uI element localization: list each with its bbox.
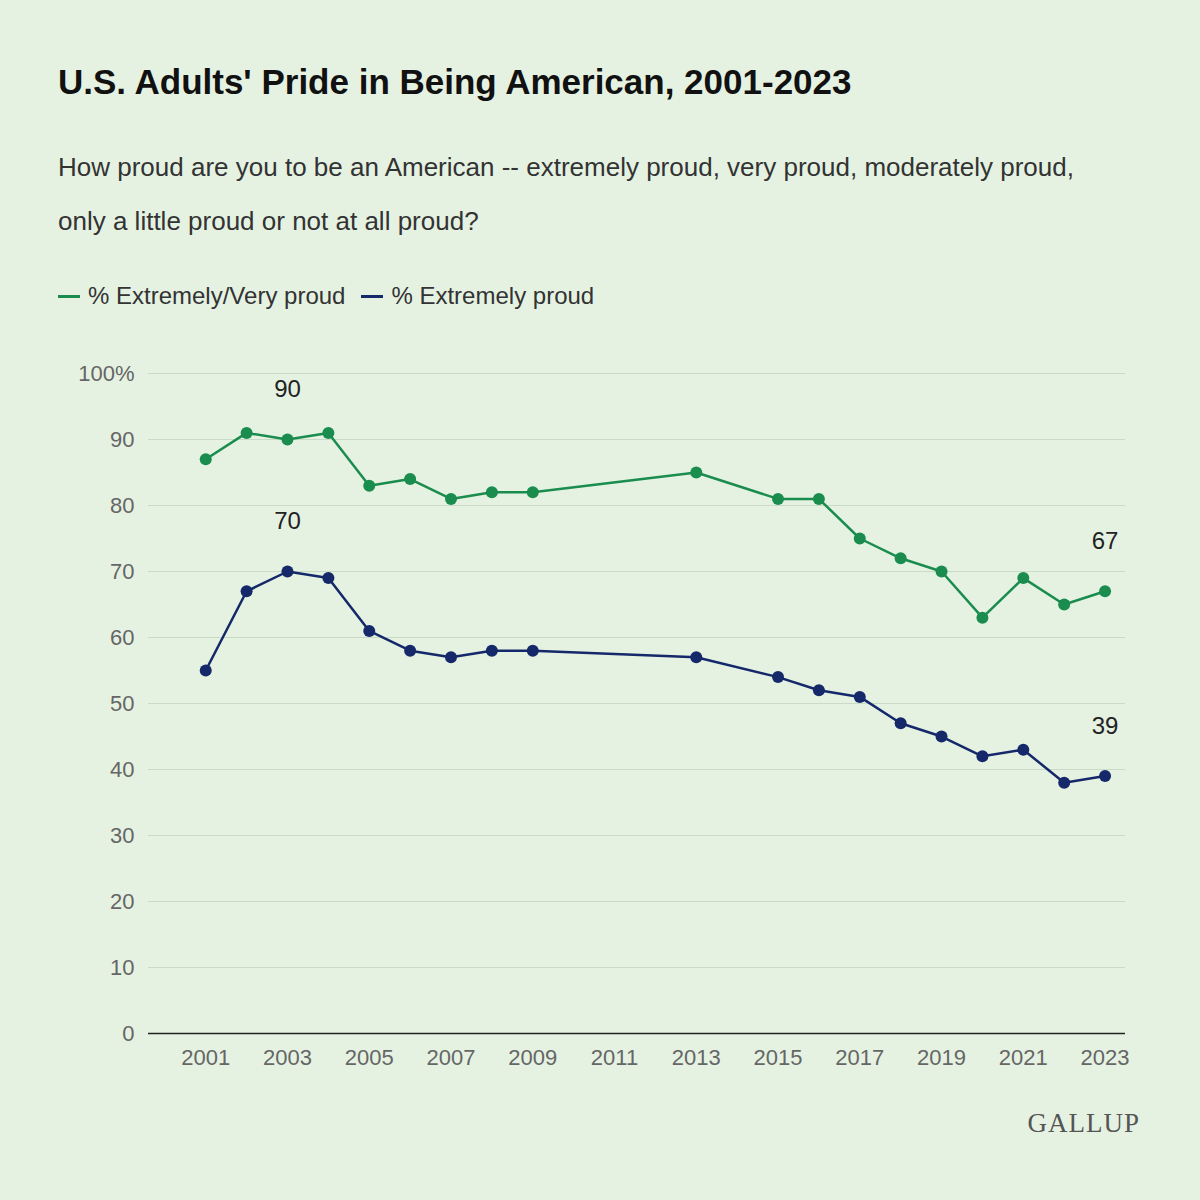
svg-text:2005: 2005 — [345, 1045, 394, 1070]
svg-text:0: 0 — [122, 1021, 134, 1046]
svg-text:70: 70 — [110, 559, 134, 584]
html-text:% Extremely proud: % Extremely proud — [391, 282, 595, 309]
svg-text:70: 70 — [274, 507, 301, 534]
svg-text:60: 60 — [110, 625, 134, 650]
svg-text:2021: 2021 — [999, 1045, 1048, 1070]
html-text:GALLUP: GALLUP — [1027, 1108, 1140, 1138]
html-text:% Extremely/Very proud: % Extremely/Very proud — [88, 282, 346, 309]
svg-text:67: 67 — [1092, 527, 1119, 554]
svg-text:80: 80 — [110, 493, 134, 518]
svg-text:40: 40 — [110, 757, 134, 782]
svg-text:2023: 2023 — [1081, 1045, 1130, 1070]
svg-text:2015: 2015 — [754, 1045, 803, 1070]
svg-text:10: 10 — [110, 955, 134, 980]
svg-text:2019: 2019 — [917, 1045, 966, 1070]
svg-text:20: 20 — [110, 889, 134, 914]
html-text:U.S. Adults' Pride in Being Am: U.S. Adults' Pride in Being American, 20… — [58, 62, 852, 101]
svg-text:90: 90 — [274, 375, 301, 402]
svg-text:2013: 2013 — [672, 1045, 721, 1070]
svg-text:39: 39 — [1092, 712, 1119, 739]
svg-text:90: 90 — [110, 427, 134, 452]
svg-text:2003: 2003 — [263, 1045, 312, 1070]
svg-text:2001: 2001 — [181, 1045, 230, 1070]
svg-text:50: 50 — [110, 691, 134, 716]
svg-text:2009: 2009 — [508, 1045, 557, 1070]
svg-text:100%: 100% — [78, 361, 134, 386]
html-text:How proud are you to be an Ame: How proud are you to be an American -- e… — [58, 152, 1074, 236]
svg-text:30: 30 — [110, 823, 134, 848]
svg-text:2007: 2007 — [427, 1045, 476, 1070]
svg-text:2017: 2017 — [835, 1045, 884, 1070]
svg-text:2011: 2011 — [591, 1045, 638, 1070]
